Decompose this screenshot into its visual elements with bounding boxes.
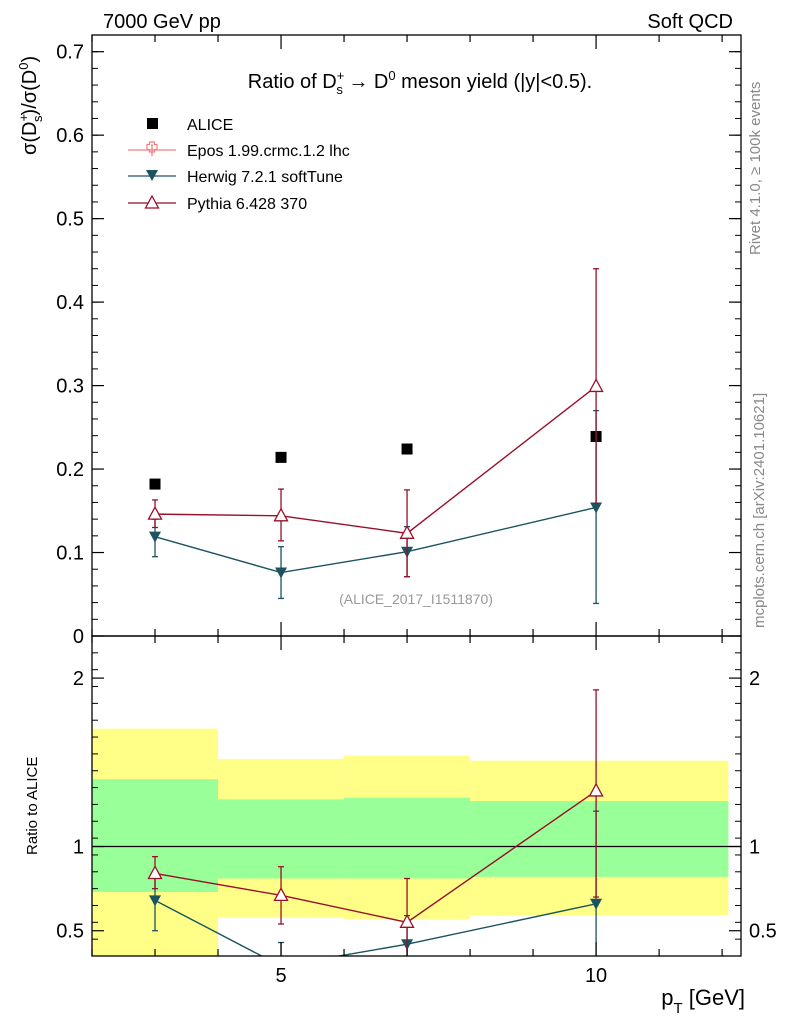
ratio-plot-ytick-label: 2 bbox=[73, 668, 84, 690]
main-plot-ytick-label: 0 bbox=[73, 626, 84, 648]
rivet-label: Rivet 4.1.0, ≥ 100k events bbox=[747, 82, 764, 255]
ratio-plot: 0.5 0.5 1 1 2 2 5 10 bbox=[56, 635, 777, 987]
ratio-plot-xtick-label: 10 bbox=[585, 965, 607, 987]
ratio-plot-ytick-label: 0.5 bbox=[56, 921, 84, 943]
header-right: Soft QCD bbox=[647, 11, 733, 33]
main-plot-herwig-line bbox=[154, 506, 597, 574]
ratio-plot-ytick-label-right: 0.5 bbox=[749, 921, 777, 943]
main-plot: 0 0.1 0.2 0.3 0.4 0.5 0.6 0.7 bbox=[56, 34, 742, 648]
main-plot-ytick-label: 0.6 bbox=[56, 125, 84, 147]
ratio-plot-pythia-marker bbox=[588, 782, 604, 797]
main-plot-pythia-marker bbox=[399, 524, 415, 539]
legend-epos-label: Epos 1.99.crmc.1.2 lhc bbox=[187, 143, 350, 160]
ratio-plot-pythia-line bbox=[154, 790, 597, 924]
ratio-y-label: Ratio to ALICE bbox=[24, 757, 41, 855]
legend-alice-label: ALICE bbox=[187, 117, 233, 134]
legend: ALICE Epos 1.99.crmc.1.2 lhc Herwig 7.2.… bbox=[128, 117, 350, 213]
ratio-plot-herwig-marker bbox=[149, 895, 162, 907]
main-plot-ytick-label: 0.1 bbox=[56, 543, 84, 565]
main-plot-ytick-label: 0.3 bbox=[56, 376, 84, 398]
main-plot-herwig-marker bbox=[590, 502, 603, 514]
plot-title: Ratio of D+ s → D0 meson yield (|y|<0.5). bbox=[248, 68, 592, 97]
legend-pythia-marker bbox=[144, 194, 160, 209]
legend-herwig-label: Herwig 7.2.1 softTune bbox=[187, 169, 343, 186]
ratio-plot-pythia-marker bbox=[399, 913, 415, 928]
header-left: 7000 GeV pp bbox=[103, 11, 221, 33]
main-plot-pythia-marker bbox=[273, 507, 289, 522]
main-plot-ytick-label: 0.5 bbox=[56, 209, 84, 231]
main-plot-herwig-marker bbox=[275, 567, 288, 579]
main-plot-ytick-label: 0.4 bbox=[56, 292, 84, 314]
legend-epos-marker bbox=[146, 141, 158, 153]
ratio-plot-content bbox=[92, 689, 741, 956]
legend-herwig-marker bbox=[146, 170, 158, 181]
main-plot-alice-marker bbox=[149, 478, 161, 490]
ratio-plot-herwig-marker bbox=[590, 898, 603, 910]
legend-pythia-label: Pythia 6.428 370 bbox=[187, 196, 307, 213]
ratio-plot-xtick-label: 5 bbox=[275, 965, 286, 987]
x-axis-label: pT [GeV] bbox=[661, 985, 745, 1017]
band-inner-3 bbox=[470, 801, 729, 877]
main-plot-ytick-label: 0.2 bbox=[56, 459, 84, 481]
main-plot-alice-marker bbox=[275, 451, 287, 463]
legend-alice-marker bbox=[147, 118, 158, 129]
ratio-plot-ytick-label-right: 2 bbox=[749, 668, 760, 690]
band-inner-1 bbox=[218, 799, 345, 879]
ratio-plot-pythia-marker bbox=[147, 865, 163, 880]
main-plot-pythia-marker bbox=[588, 378, 604, 393]
mcplots-label: mcplots.cern.ch [arXiv:2401.10621] bbox=[751, 393, 768, 628]
main-plot-ytick-label: 0.7 bbox=[56, 42, 84, 64]
ratio-plot-frame bbox=[91, 635, 742, 957]
main-plot-herwig-marker bbox=[149, 531, 162, 543]
main-plot-alice-marker bbox=[401, 443, 413, 455]
ratio-plot-pythia-marker bbox=[273, 887, 289, 902]
main-plot-pythia-line bbox=[155, 385, 597, 535]
main-plot-content bbox=[147, 268, 604, 605]
main-plot-pythia-marker bbox=[147, 505, 163, 520]
ratio-plot-ytick-label-right: 1 bbox=[749, 837, 760, 859]
analysis-watermark: (ALICE_2017_I1511870) bbox=[339, 591, 493, 607]
ratio-plot-ytick-label: 1 bbox=[73, 837, 84, 859]
main-y-label: σ(D+s)/σ(D0) bbox=[16, 56, 45, 155]
band-inner-2 bbox=[344, 797, 471, 879]
